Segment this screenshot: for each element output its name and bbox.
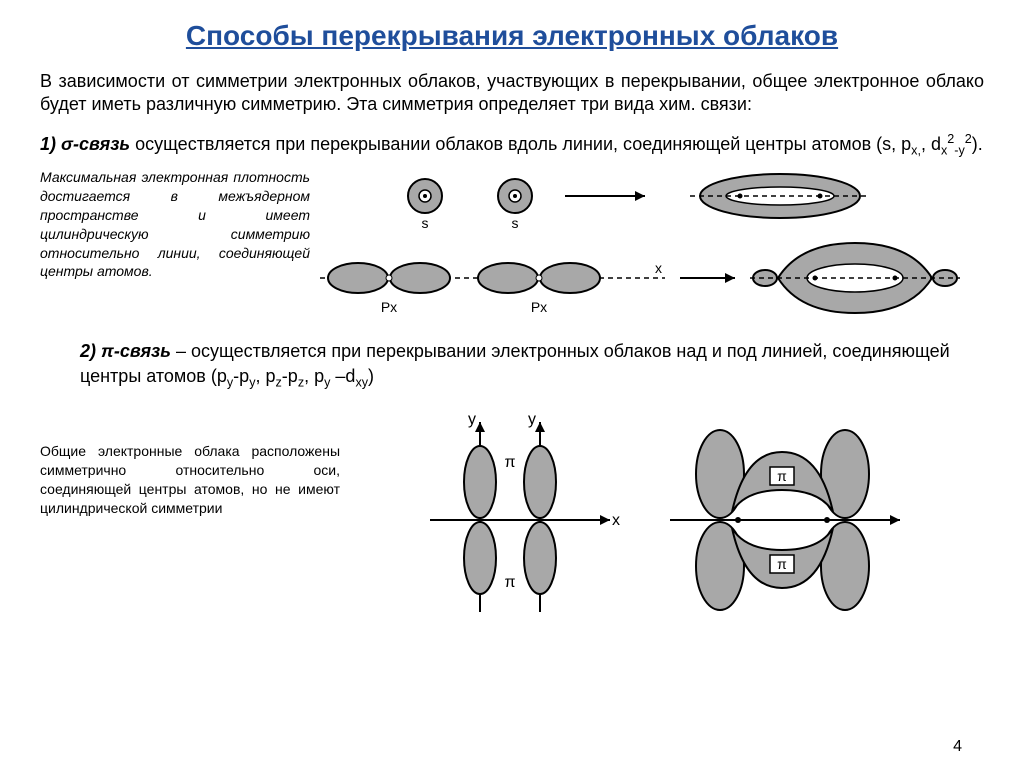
x-axis-label: x: [655, 260, 662, 276]
pi-box-bottom: π: [777, 556, 787, 572]
pi-prefix: 2) π-связь: [80, 341, 171, 361]
sigma-sup2b: 2: [965, 132, 972, 146]
page-title: Способы перекрывания электронных облаков: [40, 20, 984, 52]
pi-label-top: π: [504, 454, 515, 471]
pi-text: – осуществляется при перекрывании электр…: [80, 341, 950, 386]
y-label-2: y: [528, 412, 536, 428]
page-number: 4: [953, 738, 962, 756]
sigma-tail: ).: [972, 134, 983, 154]
px-label-1: Px: [381, 299, 397, 315]
sigma-text: осуществляется при перекрывании облаков …: [130, 134, 911, 154]
sigma-description: 1) σ-связь осуществляется при перекрыван…: [40, 131, 984, 160]
pi-note: Общие электронные облака расположены сим…: [40, 442, 360, 518]
y-label-1: y: [468, 412, 476, 428]
sigma-suby: -y: [954, 143, 965, 157]
pi-box-top: π: [777, 468, 787, 484]
sigma-prefix: 1) σ-связь: [40, 134, 130, 154]
s-label-2: s: [512, 215, 519, 231]
x-label: x: [612, 512, 620, 529]
px-label-2: Px: [531, 299, 547, 315]
s-label-1: s: [422, 215, 429, 231]
sigma-diagram: s s x: [320, 168, 984, 323]
sigma-mid: , d: [921, 134, 941, 154]
pi-description: 2) π-связь – осуществляется при перекрыв…: [80, 339, 964, 392]
intro-paragraph: В зависимости от симметрии электронных о…: [40, 70, 984, 117]
sigma-sub1: x,: [911, 143, 921, 157]
pi-label-bottom: π: [504, 574, 515, 591]
pi-diagram: x y y π π: [360, 412, 984, 622]
sigma-note: Максимальная электронная плотность дости…: [40, 168, 320, 281]
